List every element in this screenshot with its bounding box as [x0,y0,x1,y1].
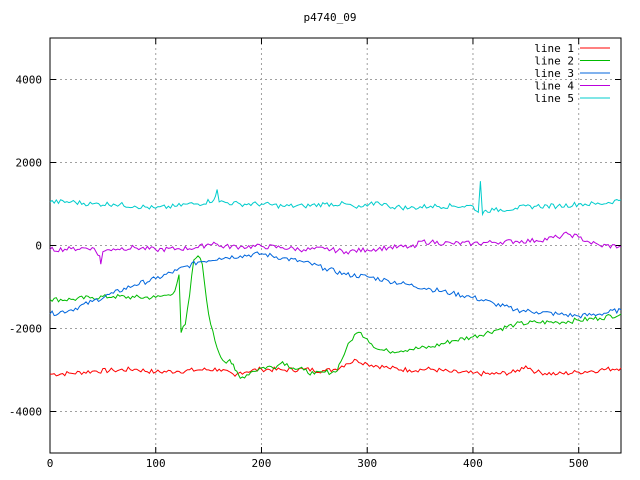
grid-lines [50,38,621,453]
legend-label: line 1 [534,42,574,55]
x-tick-label: 400 [463,457,483,470]
y-tick-label: 0 [35,240,42,253]
x-tick-label: 300 [357,457,377,470]
legend-label: line 3 [534,67,574,80]
series-line-5 [49,181,622,217]
y-tick-label: -4000 [9,406,42,419]
x-tick-label: 100 [146,457,166,470]
series-line-2 [49,255,622,380]
x-tick-label: 0 [47,457,54,470]
axes: 0 100 200 300 400 500 -4000 -2000 0 2000 4000 [9,37,622,470]
series-line-1 [50,358,622,377]
y-tick-label: 2000 [16,157,43,170]
chart-title: p4740_09 [304,11,357,24]
x-tick-label: 500 [569,457,589,470]
legend-label: line 2 [534,55,574,68]
x-tick-label: 200 [252,457,272,470]
y-tick-label: 4000 [16,74,43,87]
legend-label: line 5 [534,92,574,105]
series-line-3 [49,251,622,319]
y-tick-label: -2000 [9,323,42,336]
legend-label: line 4 [534,80,574,93]
series-group [49,181,622,380]
series-line-4 [49,231,622,265]
